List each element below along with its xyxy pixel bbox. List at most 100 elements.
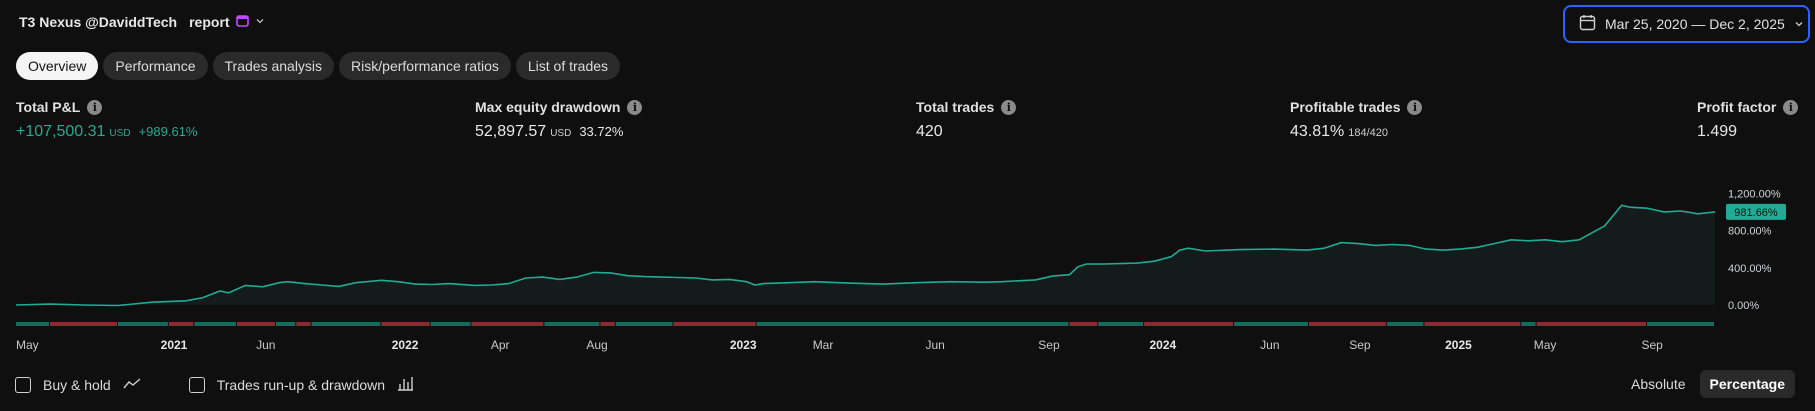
- x-tick-label: Sep: [1641, 338, 1663, 352]
- pnl-value: +107,500.31: [16, 123, 106, 140]
- drawdown-percent: 33.72%: [579, 124, 624, 139]
- runup-drawdown-checkbox[interactable]: [188, 377, 205, 393]
- x-tick-label: Jun: [256, 338, 275, 352]
- trade-bar-segment: [381, 322, 430, 326]
- trade-bar-segment: [1424, 322, 1521, 326]
- stat-label: Profitable trades: [1290, 99, 1401, 115]
- drawdown-currency: USD: [550, 128, 572, 139]
- current-value-badge: [1726, 203, 1786, 220]
- chevron-down-icon: [1794, 16, 1804, 32]
- pnl-percent: +989.61%: [138, 124, 198, 139]
- trade-bar-segment: [615, 322, 673, 326]
- trade-bar-segment: [1308, 322, 1387, 326]
- x-tick-label: 2022: [392, 338, 419, 352]
- report-label: report: [189, 14, 230, 30]
- report-title[interactable]: T3 Nexus @DaviddTech report: [19, 14, 265, 30]
- trade-bar-segment: [471, 322, 544, 326]
- info-icon[interactable]: i: [1001, 99, 1017, 115]
- stat-label: Max equity drawdown: [475, 99, 621, 115]
- stat-label: Total P&L: [16, 99, 81, 115]
- trade-bar-segment: [1098, 322, 1144, 326]
- x-tick-label: Sep: [1349, 338, 1371, 352]
- y-tick-label: 1,200.00%: [1728, 188, 1781, 200]
- y-tick-label: 0.00%: [1728, 300, 1759, 312]
- trade-bar-segment: [1069, 322, 1098, 326]
- trade-bar-segment: [236, 322, 275, 326]
- stat-profitable-trades: Profitable trades i 43.81% 184/420: [1290, 99, 1423, 141]
- date-range-picker[interactable]: Mar 25, 2020 — Dec 2, 2025: [1563, 5, 1810, 43]
- y-tick-label: 400.00%: [1728, 263, 1772, 275]
- equity-chart[interactable]: 1,200.00% 800.00% 400.00% 0.00% 981.66% May 20…: [0, 160, 1815, 360]
- trade-bar-segment: [311, 322, 381, 326]
- profitable-ratio: 184/420: [1348, 127, 1389, 139]
- trade-bar-segment: [275, 322, 296, 326]
- strategy-name: T3 Nexus @DaviddTech: [19, 14, 178, 30]
- stat-profit-factor: Profit factor i 1.499: [1697, 99, 1799, 141]
- y-tick-label: 800.00%: [1728, 226, 1772, 238]
- trade-bar-segment: [16, 322, 49, 326]
- trade-bar-segment: [1234, 322, 1308, 326]
- stat-label: Profit factor: [1697, 99, 1777, 115]
- calendar-icon: [235, 14, 249, 30]
- info-icon[interactable]: i: [87, 99, 103, 115]
- trade-bar-segment: [544, 322, 600, 326]
- stat-total-pnl: Total P&L i +107,500.31 USD +989.61%: [16, 99, 197, 141]
- equity-line: [15, 204, 1716, 307]
- calendar-icon: [1579, 14, 1596, 34]
- report-tabs: Overview Performance Trades analysis Ris…: [16, 52, 621, 80]
- trade-bar-segment: [1647, 322, 1714, 326]
- buy-hold-label[interactable]: Buy & hold: [43, 377, 111, 393]
- profitable-value: 43.81%: [1290, 123, 1345, 140]
- trade-bar-segment: [1387, 322, 1424, 326]
- scale-toggle: Absolute Percentage: [1621, 370, 1795, 398]
- x-tick-label: Jun: [1260, 338, 1279, 352]
- trades-value: 420: [916, 123, 943, 140]
- info-icon[interactable]: i: [1407, 99, 1423, 115]
- absolute-option[interactable]: Absolute: [1631, 376, 1686, 392]
- x-tick-label: Jun: [925, 338, 944, 352]
- x-tick-label: 2023: [730, 338, 757, 352]
- tab-list-of-trades[interactable]: List of trades: [515, 52, 621, 80]
- buy-hold-checkbox[interactable]: [15, 377, 31, 393]
- profit-factor-value: 1.499: [1697, 123, 1738, 140]
- x-tick-label: 2021: [161, 338, 188, 352]
- current-value-label: 981.66%: [1734, 207, 1778, 219]
- trade-bar-segment: [1536, 322, 1647, 326]
- stat-label: Total trades: [916, 99, 995, 115]
- trade-bar-segment: [49, 322, 117, 326]
- pnl-currency: USD: [109, 128, 131, 139]
- drawdown-value: 52,897.57: [475, 123, 547, 140]
- x-tick-label: 2025: [1445, 338, 1472, 352]
- trade-bar-segment: [296, 322, 311, 326]
- tab-risk-performance-ratios[interactable]: Risk/performance ratios: [339, 52, 511, 80]
- line-chart-icon: [123, 377, 141, 393]
- tab-trades-analysis[interactable]: Trades analysis: [212, 52, 335, 80]
- x-tick-label: Mar: [813, 338, 834, 352]
- trade-bar-segment: [1521, 322, 1536, 326]
- info-icon[interactable]: i: [627, 99, 643, 115]
- runup-drawdown-label[interactable]: Trades run-up & drawdown: [216, 377, 386, 393]
- bar-chart-icon: [397, 376, 414, 394]
- x-tick-label: Aug: [586, 338, 607, 352]
- trade-bar-segment: [1144, 322, 1234, 326]
- stat-max-drawdown: Max equity drawdown i 52,897.57 USD 33.72…: [475, 99, 643, 141]
- chevron-down-icon[interactable]: [255, 16, 265, 29]
- trade-bar-segment: [600, 322, 615, 326]
- x-tick-label: May: [1534, 338, 1557, 352]
- stat-total-trades: Total trades i 420: [916, 99, 1017, 141]
- equity-area: [16, 205, 1715, 306]
- x-tick-label: 2024: [1149, 338, 1176, 352]
- info-icon[interactable]: i: [1783, 99, 1799, 115]
- percentage-option[interactable]: Percentage: [1699, 370, 1795, 398]
- tab-performance[interactable]: Performance: [103, 52, 208, 80]
- x-tick-label: May: [16, 338, 39, 352]
- trade-bar-segment: [117, 322, 168, 326]
- trade-bar-segment: [168, 322, 194, 326]
- tab-overview[interactable]: Overview: [16, 52, 99, 80]
- trade-bar-segment: [194, 322, 236, 326]
- trade-bar-segment: [673, 322, 756, 326]
- chart-options: Buy & hold Trades run-up & drawdown: [15, 376, 414, 394]
- date-range-label: Mar 25, 2020 — Dec 2, 2025: [1605, 16, 1785, 32]
- x-tick-label: Apr: [491, 338, 510, 352]
- trade-bar-segment: [756, 322, 1069, 326]
